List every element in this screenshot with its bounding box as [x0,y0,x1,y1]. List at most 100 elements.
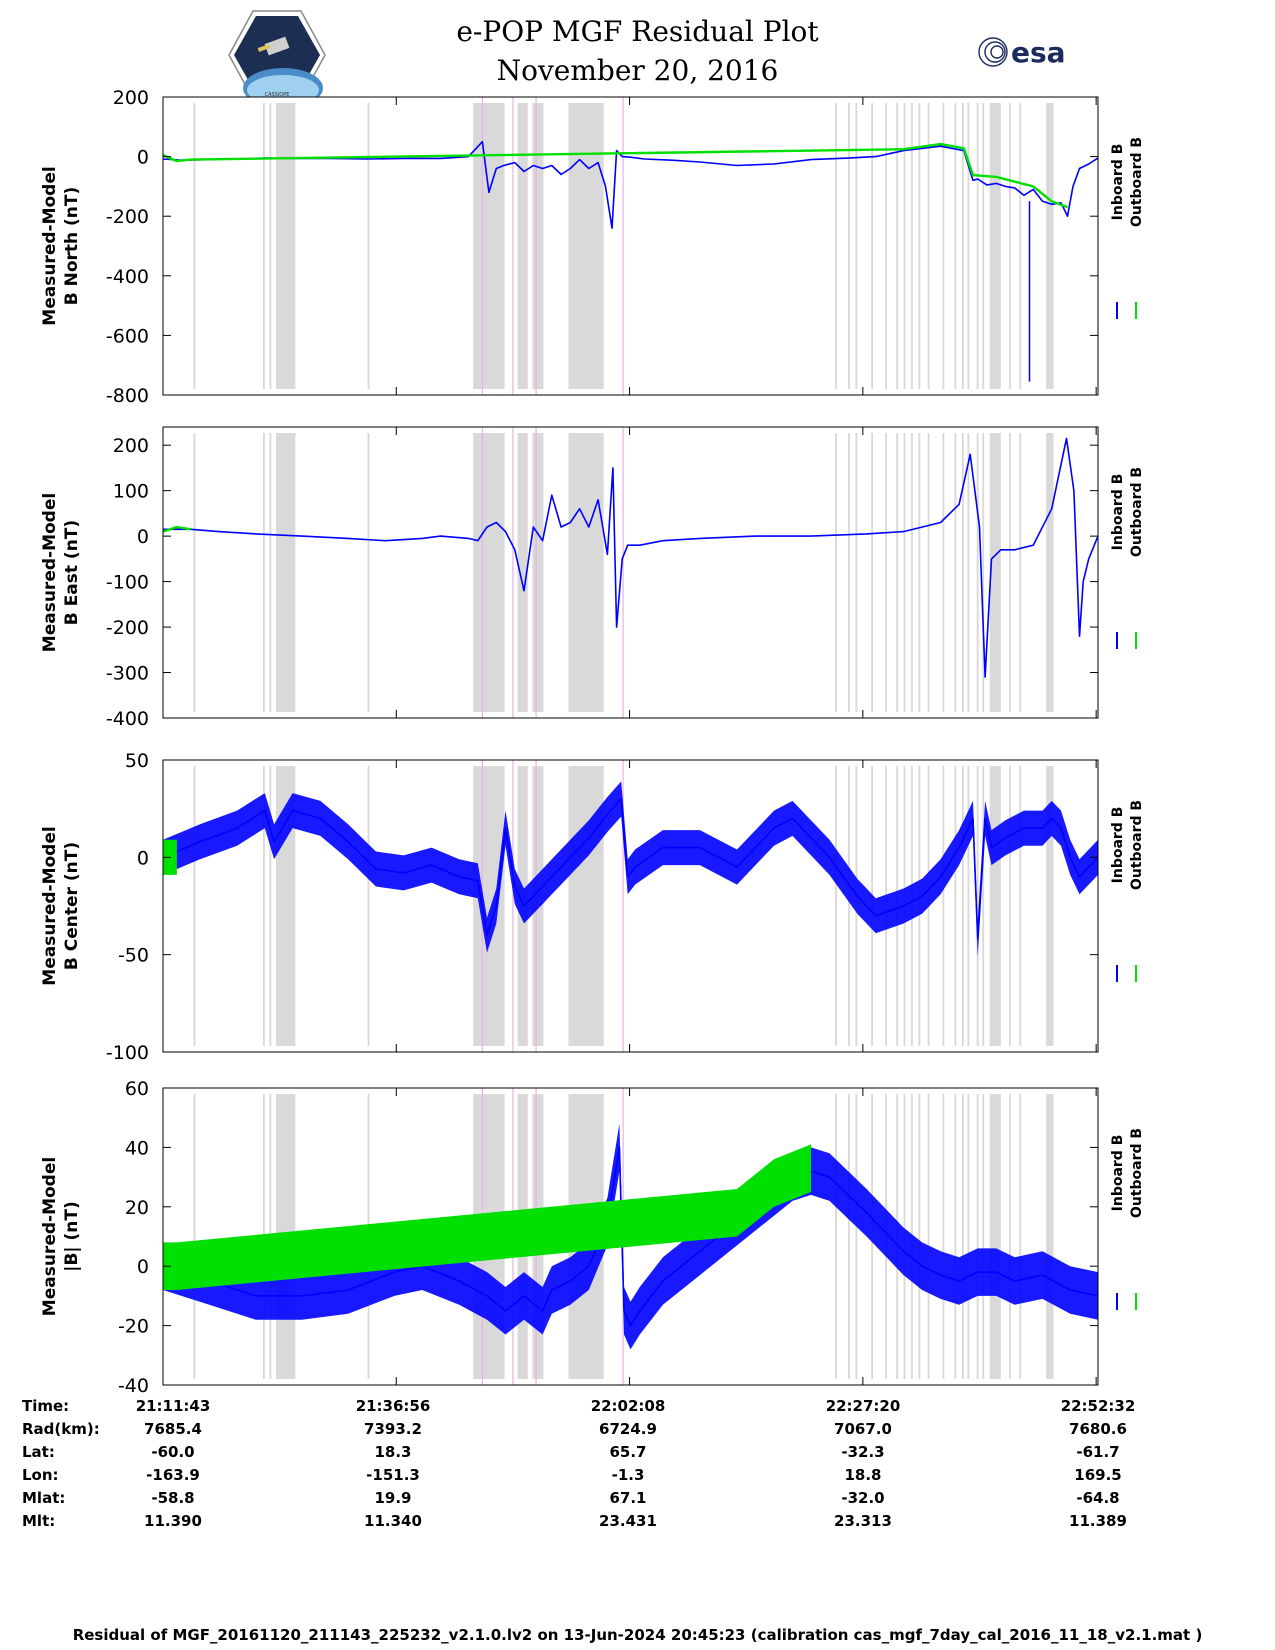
data-gap-shade [989,1094,1001,1379]
data-gap-shade [1009,433,1011,712]
data-gap-shade [473,433,505,712]
ephemeris-value: -1.3 [612,1466,645,1484]
plot-area [163,97,1098,395]
data-gap-shade [275,433,296,712]
data-gap-shade [927,103,930,389]
y-tick-label: -600 [106,325,149,347]
y-tick-label: -100 [106,1042,149,1064]
data-gap-shade [976,103,979,389]
ephemeris-value: 18.3 [374,1443,411,1461]
ephemeris-table: Time: 21:11:43 21:36:56 22:02:08 22:27:20 22:… [22,1397,1135,1530]
y-tick-label: 0 [137,147,149,169]
y-tick-label: -50 [118,945,149,967]
y-axis-label-line2: B Center (nT) [62,842,82,970]
data-gap-shade [982,433,985,712]
data-gap-shade [262,103,265,389]
footer-note: Residual of MGF_20161120_211143_225232_v… [72,1626,1203,1644]
data-gap-shade [855,433,858,712]
chart-subtitle: November 20, 2016 [496,54,779,87]
legend-labels: Inboard B Outboard B [1110,1128,1145,1218]
ephemeris-value: -64.8 [1076,1489,1119,1507]
y-axis-label-line2: |B| (nT) [62,1201,82,1272]
data-gap-shade [989,103,1001,389]
y-tick-label: -800 [106,385,149,407]
y-tick-label: 200 [113,435,149,457]
ephemeris-row-label: Mlt: [22,1512,55,1530]
inboard-series-band [163,1123,1098,1350]
data-gap-shade [367,103,370,389]
data-gap-shade [1046,766,1054,1046]
ephemeris-value: 21:11:43 [136,1397,211,1415]
ephemeris-value: 11.389 [1069,1512,1127,1530]
inboard-series [162,140,1099,229]
ephemeris-value: 65.7 [609,1443,646,1461]
y-axis-label-line2: B East (nT) [62,520,82,625]
ephemeris-value: -151.3 [366,1466,420,1484]
data-gap-shade [918,433,921,712]
data-gap-shade [193,103,196,389]
y-tick-label: 200 [113,87,149,109]
data-gap-shade [903,433,906,712]
y-tick-label: -200 [106,617,149,639]
inboard-series [163,437,1099,678]
data-gap-shade [275,103,296,389]
y-axis-label-line1: Measured-Model [40,826,60,985]
data-gap-shade [942,1094,945,1379]
y-tick-label: -40 [118,1375,149,1397]
data-gap-shade [1046,103,1054,389]
data-gap-shade [835,1094,837,1379]
data-gap-shade [989,766,1001,1046]
data-gap-shade [517,103,528,389]
y-tick-label: -100 [106,572,149,594]
chart-panel-1: 200 0 -200 -400 -600 -800 Measured-Model B Nort… [40,87,1145,407]
y-tick-label: 0 [137,1256,149,1278]
y-tick-label: -20 [118,1316,149,1338]
y-axis-label: Measured-Model B North (nT) [40,166,82,325]
y-tick-label: -400 [106,266,149,288]
legend-outboard-label: Outboard B [1129,467,1145,557]
data-gap-shade [835,103,837,389]
data-gap-shade [1019,766,1022,1046]
data-gap-shade [967,766,970,1046]
data-gap-shade [848,103,850,389]
data-gap-shade [568,433,604,712]
ephemeris-value: 7680.6 [1069,1420,1127,1438]
data-gap-shade [871,103,874,389]
ephemeris-row-label: Time: [22,1397,69,1415]
cassiope-text: CASSIOPE [265,92,290,98]
data-gap-shade [835,433,837,712]
data-gap-shade [269,433,272,712]
inboard-series-band [163,781,1098,957]
esa-logo: esa [978,36,1066,69]
data-gap-shade [848,1094,850,1379]
data-gap-shade [1046,1094,1054,1379]
outboard-series [162,525,191,533]
ephemeris-value: 7685.4 [144,1420,202,1438]
data-gap-shade [911,433,913,712]
outboard-series [162,142,1068,209]
inboard-series [162,1146,1099,1327]
data-gap-shade [918,1094,921,1379]
data-gap-shade [367,766,370,1046]
data-gap-shade [269,766,272,1046]
data-gap-shade [473,103,505,389]
chart-panel-2: 200 100 0 -100 -200 -300 -400 Measured-Model B E… [40,426,1145,730]
data-gap-shade [918,103,921,389]
data-gap-shade [532,103,544,389]
ephemeris-value: -32.3 [841,1443,884,1461]
ephemeris-row-label: Mlat: [22,1489,65,1507]
data-gap-shade [896,433,899,712]
outboard-series [163,1167,812,1268]
ephemeris-row-label: Rad(km): [22,1420,100,1438]
data-gap-shade [517,433,528,712]
data-gap-shade [262,766,265,1046]
ephemeris-row-label: Lon: [22,1466,59,1484]
y-tick-label: 100 [113,481,149,503]
inboard-series [162,798,1099,940]
data-gap-shade [568,766,604,1046]
data-gap-shade [193,1094,196,1379]
y-axis-label-line2: B North (nT) [62,187,82,306]
esa-text: esa [1011,36,1066,69]
